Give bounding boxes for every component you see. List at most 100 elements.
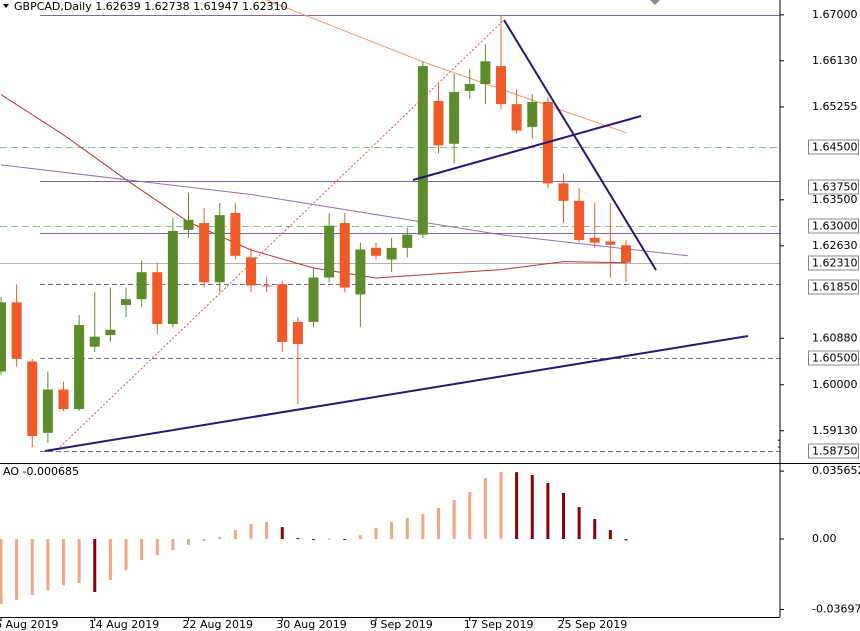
ao-bar <box>374 527 378 540</box>
candle-body <box>152 272 163 324</box>
candle-body <box>308 277 319 322</box>
price-label: 1.63750 <box>812 181 858 194</box>
ao-bar <box>483 478 487 540</box>
ao-bar <box>171 539 175 551</box>
candle-body <box>105 329 116 336</box>
x-tick-label: 22 Aug 2019 <box>183 618 253 631</box>
ao-bar <box>140 539 144 561</box>
chart-title: GBPCAD,Daily 1.62639 1.62738 1.61947 1.6… <box>14 0 288 13</box>
indicator-label: AO -0.000685 <box>3 465 79 478</box>
y-tick-label: 1.62630 <box>812 239 858 252</box>
ao-bar <box>93 539 97 593</box>
candle-body <box>527 102 538 127</box>
price-label-box <box>808 350 859 366</box>
fib-anchor-line <box>59 19 505 448</box>
candle-body <box>121 299 131 305</box>
ao-bar <box>62 539 65 586</box>
price-label: 1.64500 <box>812 141 858 154</box>
candle-body <box>371 247 381 256</box>
candle-body <box>589 237 600 243</box>
x-tick-label: 17 Sep 2019 <box>464 618 534 631</box>
trendline <box>503 19 657 271</box>
y-tick-label: 0.00 <box>812 532 837 545</box>
ao-bar <box>530 475 534 540</box>
x-tick-label: 25 Sep 2019 <box>558 618 628 631</box>
y-tick-label: -0.036977 <box>812 603 860 616</box>
candle-body <box>433 100 444 146</box>
y-tick-label: 1.60880 <box>812 331 858 344</box>
y-tick-label: 1.65255 <box>812 100 858 113</box>
x-tick-label: 30 Aug 2019 <box>276 618 346 631</box>
ao-bar <box>608 530 612 540</box>
ao-bar <box>593 519 597 540</box>
drawings <box>44 19 749 452</box>
scroll-marker <box>650 0 660 5</box>
ao-bar <box>468 491 472 540</box>
price-label: 1.62310 <box>812 257 858 270</box>
candle-body <box>0 302 6 372</box>
ao-bar <box>265 522 269 540</box>
ao-bar <box>343 539 347 541</box>
candle-body <box>558 183 569 201</box>
y-tick-label: 1.60000 <box>812 378 858 391</box>
ao-bar <box>624 539 628 541</box>
ao-bar <box>390 522 394 540</box>
y-tick-label: 1.66130 <box>812 54 858 67</box>
ao-bar <box>218 537 222 540</box>
price-label: 1.61850 <box>812 281 858 294</box>
ao-bar <box>515 472 519 540</box>
candle-body <box>74 325 85 410</box>
ao-bar <box>452 499 456 540</box>
candle-body <box>605 241 616 245</box>
candle-body <box>449 91 460 144</box>
candle-body <box>511 104 522 131</box>
price-label: 1.63000 <box>812 220 858 233</box>
candle-body <box>402 234 413 248</box>
candle-body <box>574 200 585 240</box>
candle-body <box>214 215 225 283</box>
ao-bar <box>577 507 581 540</box>
y-tick-label: 1.59130 <box>812 424 858 437</box>
candle-body <box>417 66 428 235</box>
ao-bar <box>405 518 409 540</box>
x-tick-label: 9 Sep 2019 <box>370 618 433 631</box>
ao-bar <box>296 538 300 540</box>
ao-bar <box>562 492 565 540</box>
candle-body <box>58 389 69 410</box>
menu-triangle <box>3 4 9 8</box>
candle-body <box>292 321 303 345</box>
ao-bar <box>155 539 159 556</box>
fib-label: 100.0 <box>777 438 809 451</box>
ao-bar <box>437 507 440 540</box>
candle-body <box>480 61 491 85</box>
ao-bar <box>30 539 34 596</box>
candle-body <box>621 245 631 263</box>
ao-bar <box>0 539 3 604</box>
ao-bar <box>187 539 190 545</box>
y-tick-label: 1.67000 <box>812 8 858 21</box>
ao-bar <box>421 514 425 540</box>
trendline <box>412 115 642 181</box>
ao-bar <box>233 530 237 540</box>
price-label-box <box>808 218 859 234</box>
ao-bar <box>546 483 550 540</box>
ao-bar <box>499 471 503 540</box>
ao-bar <box>108 539 112 581</box>
ao-bar <box>312 539 315 541</box>
candle-body <box>89 336 100 347</box>
price-label-box <box>808 179 859 195</box>
candle-body <box>324 225 335 278</box>
price-label-box <box>808 255 859 271</box>
ao-bar <box>249 523 253 540</box>
candle-body <box>199 223 210 283</box>
trendline <box>44 335 749 452</box>
candle-body <box>42 389 53 433</box>
ao-plot <box>0 471 628 604</box>
ao-bar <box>327 538 331 540</box>
candle-body <box>11 302 22 359</box>
candle-body <box>386 247 397 260</box>
y-tick-label: 0.035652 <box>812 464 860 477</box>
